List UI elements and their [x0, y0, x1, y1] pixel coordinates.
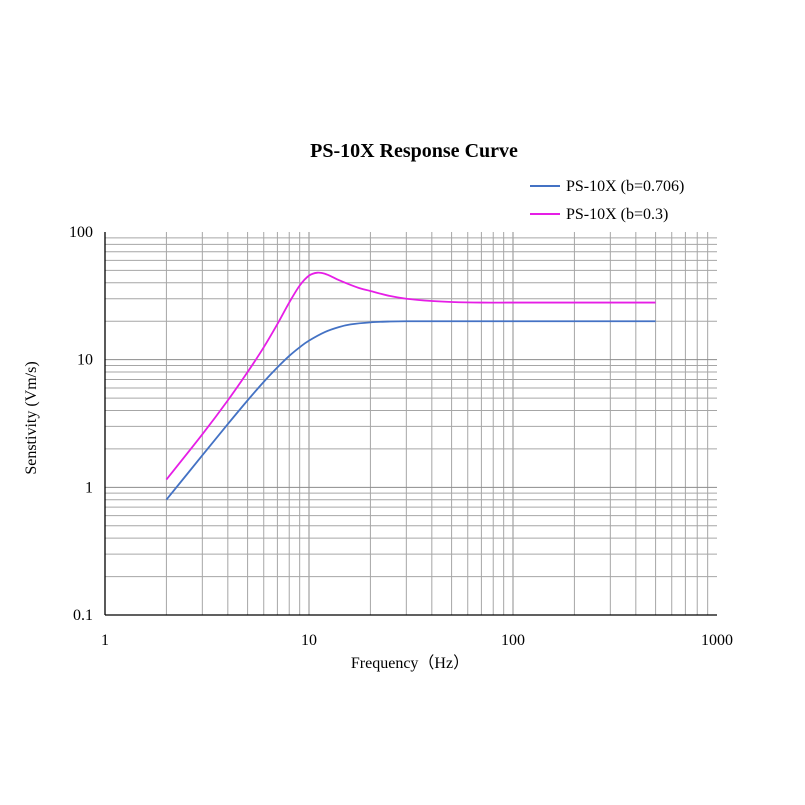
legend: PS-10X (b=0.706) PS-10X (b=0.3) — [530, 178, 684, 223]
x-tick-label: 100 — [501, 632, 525, 649]
x-tick-label: 1 — [101, 632, 109, 649]
legend-label-b0706: PS-10X (b=0.706) — [566, 178, 684, 195]
y-axis-label: Senstivity (Vm/s) — [23, 361, 40, 474]
series-line-0 — [165, 320, 656, 501]
y-tick-label: 0.1 — [73, 607, 93, 624]
y-tick-label: 10 — [77, 352, 93, 369]
tick-labels: 1 10 100 1000 0.1 1 10 100 — [69, 224, 733, 649]
series-line-1 — [165, 271, 656, 481]
x-axis-label: Frequency（Hz） — [351, 654, 469, 672]
x-tick-label: 1000 — [701, 632, 733, 649]
grid — [105, 232, 717, 615]
y-tick-label: 1 — [85, 479, 93, 496]
y-tick-label: 100 — [69, 224, 93, 241]
x-tick-label: 10 — [301, 632, 317, 649]
plot-frame — [104, 232, 717, 616]
series-layer — [165, 271, 656, 501]
chart-title: PS-10X Response Curve — [310, 140, 518, 162]
legend-label-b03: PS-10X (b=0.3) — [566, 206, 668, 223]
